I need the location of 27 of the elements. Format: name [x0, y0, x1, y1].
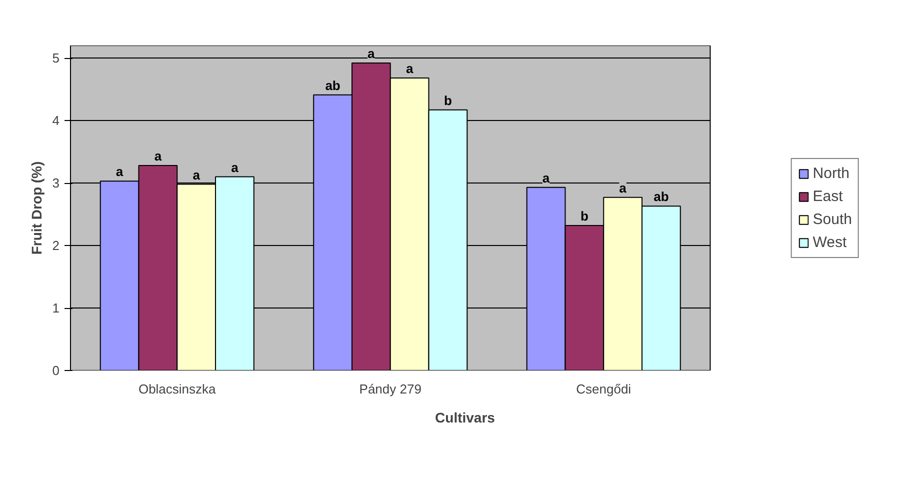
legend-label: North	[812, 164, 850, 182]
y-axis-title: Fruit Drop (%)	[28, 161, 44, 255]
x-axis-title: Cultivars	[435, 410, 496, 426]
y-tick-label: 4	[52, 113, 60, 128]
data-label: ab	[325, 78, 340, 93]
data-label: a	[406, 61, 414, 76]
legend-label: East	[812, 188, 843, 204]
data-label: a	[154, 148, 162, 164]
y-tick-label: 1	[52, 300, 60, 316]
data-label: a	[192, 167, 201, 182]
data-label: a	[116, 164, 124, 180]
x-tick-label: Oblacsinszka	[138, 382, 217, 396]
data-label: a	[231, 160, 240, 175]
x-tick-label: Csengődi	[576, 382, 632, 396]
legend-label: South	[812, 210, 852, 228]
y-tick-label: 2	[52, 238, 60, 253]
data-label: b	[444, 92, 452, 108]
y-tick-label: 3	[52, 176, 60, 190]
data-label: a	[619, 180, 628, 196]
y-tick-label: 5	[52, 50, 60, 66]
data-label: b	[580, 208, 588, 224]
data-label: a	[368, 46, 376, 61]
legend-label: West	[812, 234, 847, 250]
y-tick-label: 0	[52, 363, 60, 378]
data-label: a	[542, 170, 550, 186]
data-label: ab	[654, 189, 669, 204]
x-tick-label: Pándy 279	[359, 382, 422, 396]
